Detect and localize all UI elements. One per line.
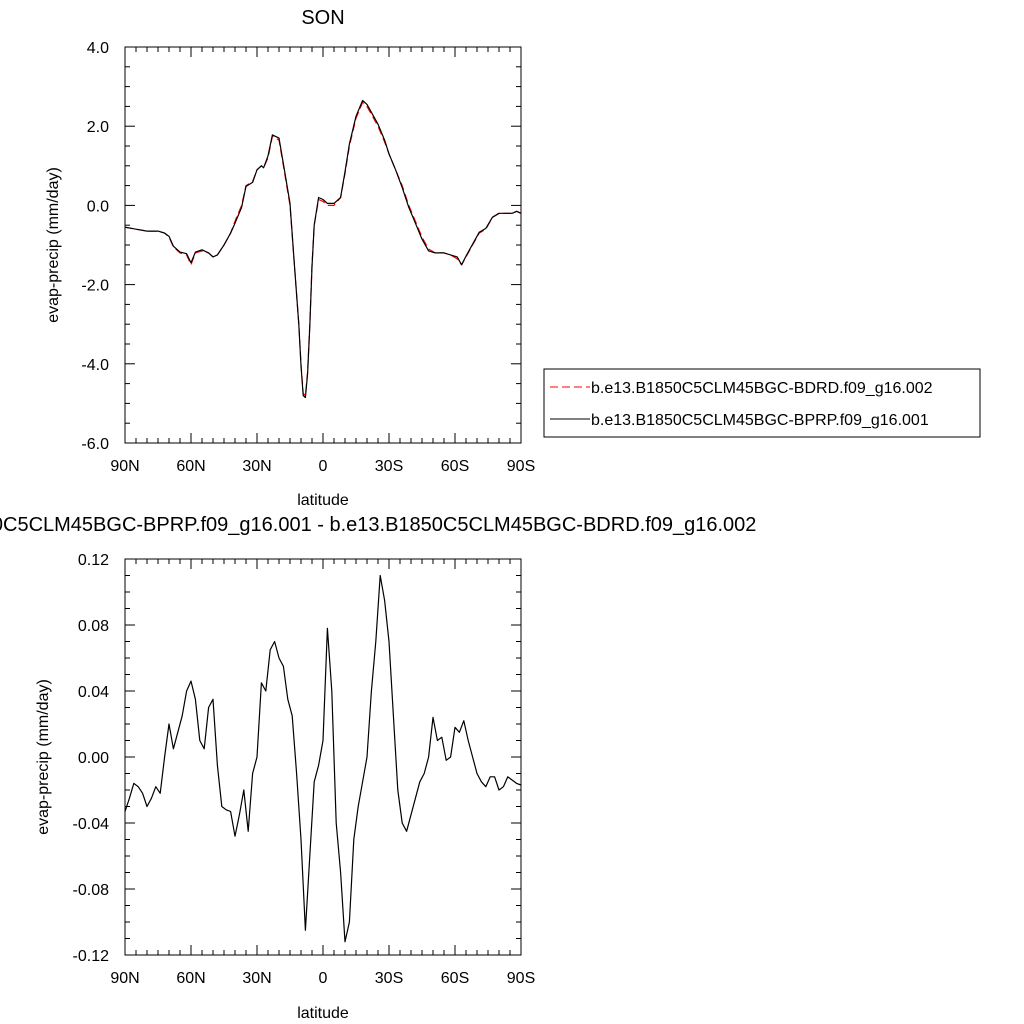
top-x-tick-label: 90S <box>507 458 535 475</box>
top-chart-title: SON <box>301 7 344 29</box>
top-x-tick-label: 30N <box>242 458 271 475</box>
top-x-tick-label: 0 <box>319 458 328 475</box>
bottom-series <box>124 574 522 943</box>
top-x-tick-label: 60N <box>176 458 205 475</box>
bottom-y-tick-label: 0.12 <box>78 552 109 569</box>
top-y-tick-label: 4.0 <box>87 40 109 57</box>
top-y-tick-label: 0.0 <box>87 198 109 215</box>
bottom-y-tick-label: 0.08 <box>78 618 109 635</box>
top-series <box>124 99 522 399</box>
bottom-x-tick-label: 60S <box>441 970 469 987</box>
top-y-tick-label: 2.0 <box>87 119 109 136</box>
bottom-x-tick-label: 90S <box>507 970 535 987</box>
bottom-x-tick-label: 30N <box>242 970 271 987</box>
legend: b.e13.B1850C5CLM45BGC-BDRD.f09_g16.002 b… <box>543 368 981 438</box>
bottom-chart-title: b.e13.B1850C5CLM45BGC-BPRP.f09_g16.001 -… <box>0 514 756 536</box>
legend-frame <box>543 368 981 438</box>
bottom-y-tick-label: 0.00 <box>78 750 109 767</box>
legend-label-bprp: b.e13.B1850C5CLM45BGC-BPRP.f09_g16.001 <box>591 412 929 429</box>
bottom-plot-frame <box>124 558 522 956</box>
bottom-y-tick-label: -0.04 <box>73 816 110 833</box>
bottom-x-tick-label: 30S <box>375 970 403 987</box>
bottom-x-axis-label: latitude <box>297 1005 349 1022</box>
bottom-y-tick-label: 0.04 <box>78 684 109 701</box>
top-x-tick-label: 90N <box>110 458 139 475</box>
top-series-line-1 <box>124 99 522 399</box>
top-panel: SON 90N 60N 30N 0 30S 60S 90S -6.0 -4.0 -2.0 0.0 2.… <box>45 7 535 509</box>
top-x-tick-label: 60S <box>441 458 469 475</box>
top-series-line-0 <box>124 101 522 397</box>
top-y-tick-label: -2.0 <box>81 278 109 295</box>
bottom-panel: b.e13.B1850C5CLM45BGC-BPRP.f09_g16.001 -… <box>0 514 756 1022</box>
bottom-x-tick-label: 0 <box>319 970 328 987</box>
bottom-x-tick-label: 60N <box>176 970 205 987</box>
top-y-tick-label: -6.0 <box>81 436 109 453</box>
bottom-y-tick-label: -0.12 <box>73 948 110 965</box>
bottom-y-tick-label: -0.08 <box>73 882 110 899</box>
top-y-axis-label: evap-precip (mm/day) <box>45 167 62 323</box>
top-x-axis-label: latitude <box>297 492 349 509</box>
top-y-tick-label: -4.0 <box>81 357 109 374</box>
bottom-series-line-0 <box>124 574 522 943</box>
bottom-x-tick-label: 90N <box>110 970 139 987</box>
top-ticks: 90N 60N 30N 0 30S 60S 90S -6.0 -4.0 -2.0 0.0 2.0 4.0 <box>81 40 535 475</box>
top-x-tick-label: 30S <box>375 458 403 475</box>
legend-label-bdrd: b.e13.B1850C5CLM45BGC-BDRD.f09_g16.002 <box>591 380 933 397</box>
bottom-y-axis-label: evap-precip (mm/day) <box>35 679 52 835</box>
top-plot-frame <box>124 46 522 444</box>
bottom-ticks: 90N 60N 30N 0 30S 60S 90S -0.12 -0.08 -0.04 0.00 0.… <box>73 552 536 987</box>
